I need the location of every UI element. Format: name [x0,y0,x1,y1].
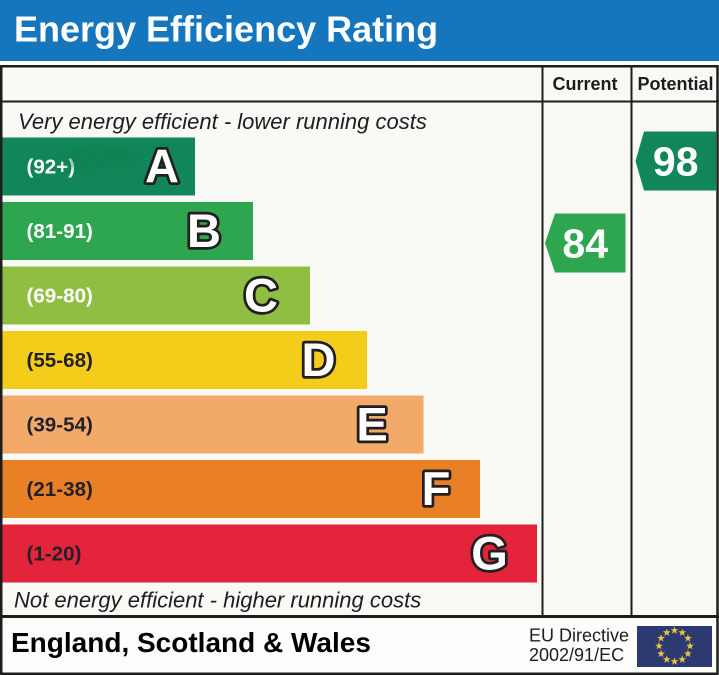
svg-text:G: G [471,527,508,580]
svg-text:EU Directive: EU Directive [529,626,629,646]
svg-text:F: F [422,462,451,515]
svg-text:(39-54): (39-54) [27,414,93,437]
svg-text:(21-38): (21-38) [27,478,93,501]
svg-text:B: B [187,204,221,257]
svg-text:(69-80): (69-80) [27,285,93,308]
svg-text:(81-91): (81-91) [27,220,93,243]
svg-text:98: 98 [653,139,699,185]
svg-text:(1-20): (1-20) [27,543,82,566]
svg-text:A: A [145,140,179,193]
svg-text:84: 84 [562,220,608,266]
svg-text:(55-68): (55-68) [27,349,93,372]
svg-text:E: E [356,398,387,451]
svg-text:Energy Efficiency Rating: Energy Efficiency Rating [14,9,438,50]
svg-text:D: D [302,333,336,386]
svg-text:Not energy efficient - higher: Not energy efficient - higher running co… [14,588,421,613]
svg-text:2002/91/EC: 2002/91/EC [529,645,624,665]
svg-text:Current: Current [552,74,617,94]
svg-text:Very energy efficient - lower: Very energy efficient - lower running co… [18,109,427,134]
svg-text:Potential: Potential [637,74,713,94]
svg-text:England, Scotland & Wales: England, Scotland & Wales [11,627,371,658]
svg-text:C: C [244,269,278,322]
